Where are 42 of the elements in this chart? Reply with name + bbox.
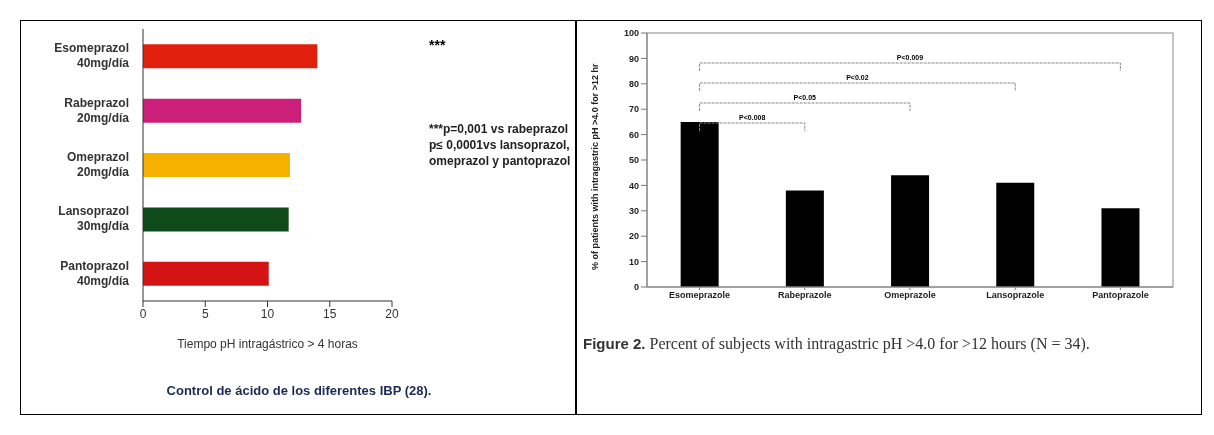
- x-tick-label: 5: [201, 306, 209, 321]
- x-tick-label: Esomeprazole: [669, 290, 731, 301]
- y-tick-label: 20: [628, 231, 639, 242]
- x-axis-title: Tiempo pH intragástrico > 4 horas: [177, 336, 358, 351]
- y-tick-label: 0: [633, 282, 639, 293]
- bar: [143, 98, 302, 123]
- bar: [143, 207, 289, 232]
- bar: [891, 175, 930, 287]
- x-tick-label: 20: [385, 306, 399, 321]
- y-tick-label: 30: [628, 206, 639, 216]
- x-tick-label: 0: [139, 306, 147, 321]
- y-tick-label: 80: [628, 79, 639, 89]
- bar: [996, 182, 1035, 287]
- bar: [785, 190, 824, 287]
- y-tick-label: Rabeprazol 20mg/día: [64, 95, 130, 125]
- y-axis-title: % of patients with intragastric pH >4.0 for >12 hr: [590, 62, 601, 270]
- text: ***: [429, 37, 446, 53]
- x-tick-label: Omeprazole: [884, 290, 936, 301]
- y-tick-label: 10: [628, 256, 639, 267]
- bar: [143, 44, 318, 69]
- y-tick-label: Omeprazol 20mg/día: [66, 150, 130, 179]
- y-tick-label: Esomeprazol 40mg/día: [54, 41, 130, 71]
- text: Control de ácido de los diferentes IBP (28).: [165, 383, 433, 398]
- x-tick-label: Pantoprazole: [1092, 290, 1149, 301]
- y-tick-label: Pantoprazol 40mg/día: [60, 258, 130, 288]
- x-tick-label: Rabeprazole: [778, 290, 832, 301]
- x-tick-label: 10: [260, 306, 275, 321]
- y-tick-label: 70: [628, 104, 639, 115]
- text: ***p=0,001 vs rabeprazol p≤ 0,0001vs lansoprazol, omeprazol y pantoprazol: [429, 121, 572, 169]
- y-tick-label: Lansoprazol 30mg/día: [58, 204, 130, 234]
- y-tick-label: 50: [628, 155, 639, 166]
- y-tick-label: 90: [628, 53, 639, 64]
- bar: [1101, 208, 1140, 287]
- x-tick-label: Lansoprazole: [986, 290, 1045, 301]
- y-tick-label: 40: [628, 180, 639, 191]
- text: Figure 2. Percent of subjects with intragastric pH >4.0 for >12 hours (N = 34).: [583, 334, 1091, 355]
- bar: [143, 153, 290, 178]
- y-tick-label: 60: [628, 129, 639, 140]
- bar: [680, 121, 719, 287]
- y-tick-label: 100: [623, 28, 639, 39]
- bar: [143, 261, 269, 286]
- x-tick-label: 15: [323, 306, 337, 321]
